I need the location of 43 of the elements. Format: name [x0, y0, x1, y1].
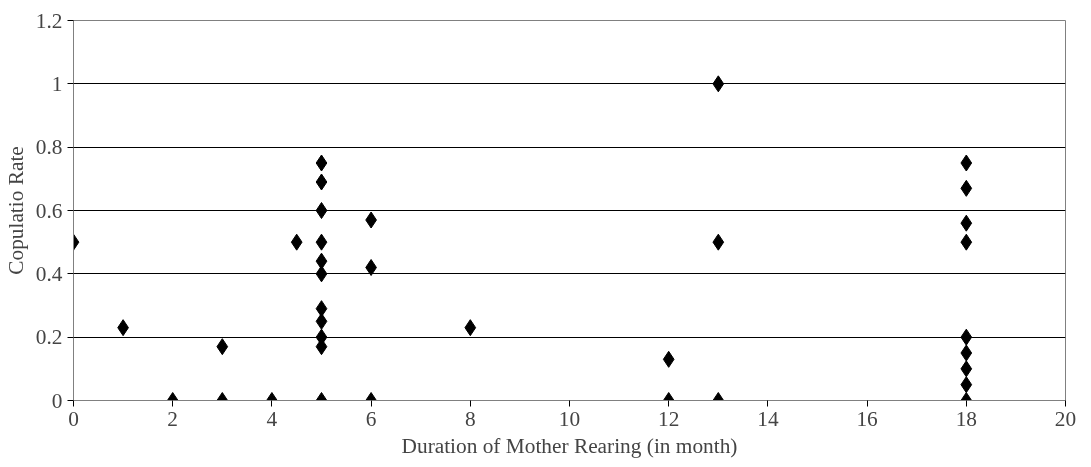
point [960, 154, 973, 172]
y-axis-title: Copulatio Rate [3, 146, 28, 275]
point [662, 350, 675, 368]
point [960, 214, 973, 232]
x-tick-label: 14 [757, 406, 779, 431]
point [315, 173, 328, 191]
point [960, 360, 973, 378]
point [960, 376, 973, 394]
point [315, 265, 328, 283]
point [712, 75, 725, 93]
x-tick-label: 4 [266, 406, 278, 431]
x-tick-label: 10 [558, 406, 581, 431]
y-tick-label: 0.4 [35, 261, 63, 286]
point [216, 338, 229, 356]
point [960, 344, 973, 362]
point [315, 202, 328, 219]
x-tick-label: 0 [68, 406, 79, 431]
x-tick-label: 2 [167, 406, 179, 431]
point [315, 312, 328, 330]
x-axis-title: Duration of Mother Rearing (in month) [401, 433, 738, 458]
x-tick-label: 8 [464, 406, 476, 431]
y-tick-label: 0.8 [35, 135, 63, 160]
point [365, 259, 377, 276]
y-tick-label: 1.2 [35, 8, 63, 33]
point [315, 154, 328, 172]
x-tick-label: 16 [856, 406, 879, 431]
y-tick-label: 0.6 [35, 198, 63, 223]
point [960, 328, 973, 346]
point [315, 233, 328, 251]
y-tick-label: 1 [51, 71, 63, 96]
y-tick-label: 0 [51, 388, 63, 413]
point [464, 319, 477, 337]
x-tick-label: 6 [365, 406, 377, 431]
point [315, 300, 328, 318]
point [960, 233, 973, 251]
y-tick-label: 0.2 [35, 325, 63, 350]
x-tick-label: 20 [1054, 406, 1077, 431]
x-tick-label: 18 [955, 406, 977, 431]
point [712, 233, 725, 251]
x-tick-label: 12 [658, 406, 680, 431]
point [960, 179, 973, 197]
point [290, 233, 303, 251]
point [315, 252, 328, 270]
